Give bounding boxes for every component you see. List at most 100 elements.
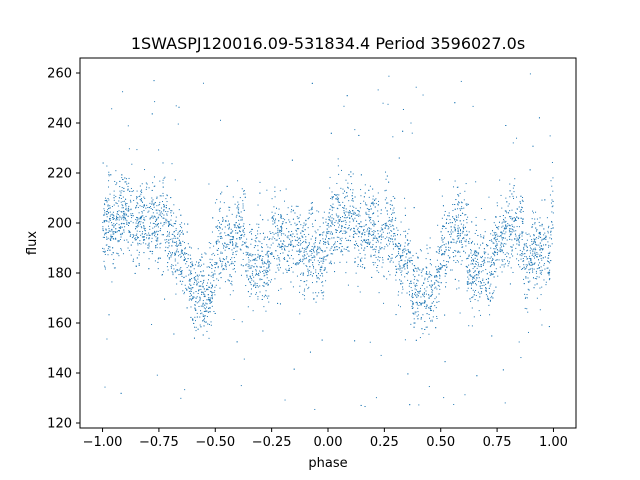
data-point bbox=[526, 308, 528, 310]
data-point bbox=[395, 314, 397, 316]
data-point bbox=[273, 255, 275, 257]
data-point bbox=[474, 299, 476, 301]
data-point bbox=[378, 292, 380, 294]
data-point bbox=[502, 244, 504, 246]
data-point bbox=[382, 262, 384, 264]
data-point bbox=[445, 222, 447, 224]
data-point bbox=[240, 211, 242, 213]
data-point bbox=[492, 252, 494, 254]
data-point bbox=[422, 94, 424, 96]
data-point bbox=[399, 279, 401, 281]
data-point bbox=[125, 178, 127, 180]
data-point bbox=[233, 224, 235, 226]
data-point bbox=[491, 264, 493, 265]
data-point bbox=[202, 302, 204, 304]
data-point bbox=[530, 247, 532, 249]
data-point bbox=[249, 275, 251, 277]
data-point bbox=[233, 257, 235, 259]
data-point bbox=[413, 269, 415, 271]
data-point bbox=[536, 218, 538, 220]
data-point bbox=[330, 205, 332, 207]
data-point bbox=[125, 219, 127, 221]
data-point bbox=[373, 248, 375, 250]
data-point bbox=[194, 304, 196, 306]
data-point bbox=[438, 301, 440, 303]
data-point bbox=[267, 283, 269, 285]
data-point bbox=[472, 263, 474, 265]
data-point bbox=[448, 222, 450, 224]
data-point bbox=[315, 238, 317, 240]
data-point bbox=[415, 86, 417, 88]
data-point bbox=[160, 207, 162, 209]
data-point bbox=[147, 244, 149, 246]
data-point bbox=[505, 243, 507, 245]
data-point bbox=[127, 125, 129, 127]
data-point bbox=[223, 245, 225, 247]
data-point bbox=[227, 261, 229, 263]
data-point bbox=[407, 249, 409, 251]
data-point bbox=[516, 243, 518, 245]
data-point bbox=[214, 290, 216, 292]
data-point bbox=[179, 280, 181, 282]
data-point bbox=[375, 249, 377, 251]
data-point bbox=[119, 227, 121, 229]
data-point bbox=[207, 311, 209, 313]
data-point bbox=[287, 246, 289, 248]
data-point bbox=[187, 286, 189, 288]
data-point bbox=[453, 239, 455, 241]
data-point bbox=[271, 198, 273, 200]
data-point bbox=[253, 247, 255, 249]
data-point bbox=[287, 207, 289, 209]
data-point bbox=[510, 267, 512, 269]
data-point bbox=[451, 269, 453, 271]
data-point bbox=[170, 223, 172, 225]
data-point bbox=[307, 288, 309, 290]
data-point bbox=[341, 220, 343, 222]
data-point bbox=[231, 284, 233, 286]
data-point bbox=[531, 239, 533, 241]
data-point bbox=[140, 243, 142, 245]
data-point bbox=[323, 291, 325, 293]
data-point bbox=[257, 230, 259, 232]
data-point bbox=[104, 221, 106, 223]
data-point bbox=[140, 198, 142, 200]
data-point bbox=[306, 253, 308, 255]
data-point bbox=[552, 212, 554, 214]
data-point bbox=[453, 403, 455, 405]
data-point bbox=[316, 275, 318, 277]
data-point bbox=[277, 255, 279, 257]
data-point bbox=[170, 210, 172, 212]
data-point bbox=[335, 213, 337, 215]
data-point bbox=[369, 208, 371, 210]
data-point bbox=[386, 175, 388, 177]
data-point bbox=[472, 276, 474, 278]
data-point bbox=[477, 262, 479, 264]
data-point bbox=[255, 269, 257, 271]
data-point bbox=[459, 208, 461, 210]
data-point bbox=[255, 286, 257, 288]
data-point bbox=[429, 237, 431, 239]
data-point bbox=[173, 237, 175, 239]
data-point bbox=[502, 260, 504, 262]
data-point bbox=[464, 240, 466, 242]
data-point bbox=[370, 228, 372, 230]
data-point bbox=[278, 220, 280, 222]
data-point bbox=[550, 180, 552, 182]
data-point bbox=[525, 276, 527, 278]
data-point bbox=[449, 234, 451, 236]
data-point bbox=[250, 230, 252, 232]
data-point bbox=[277, 302, 279, 304]
data-point bbox=[531, 243, 533, 245]
data-point bbox=[104, 210, 106, 212]
data-point bbox=[157, 234, 159, 236]
data-point bbox=[378, 271, 380, 273]
data-point bbox=[426, 244, 428, 246]
data-point bbox=[549, 253, 551, 255]
data-point bbox=[279, 253, 281, 255]
data-point bbox=[102, 162, 104, 164]
data-point bbox=[326, 231, 328, 233]
data-point bbox=[296, 223, 298, 225]
data-point bbox=[404, 197, 406, 199]
data-point bbox=[110, 234, 112, 236]
data-point bbox=[279, 190, 281, 192]
